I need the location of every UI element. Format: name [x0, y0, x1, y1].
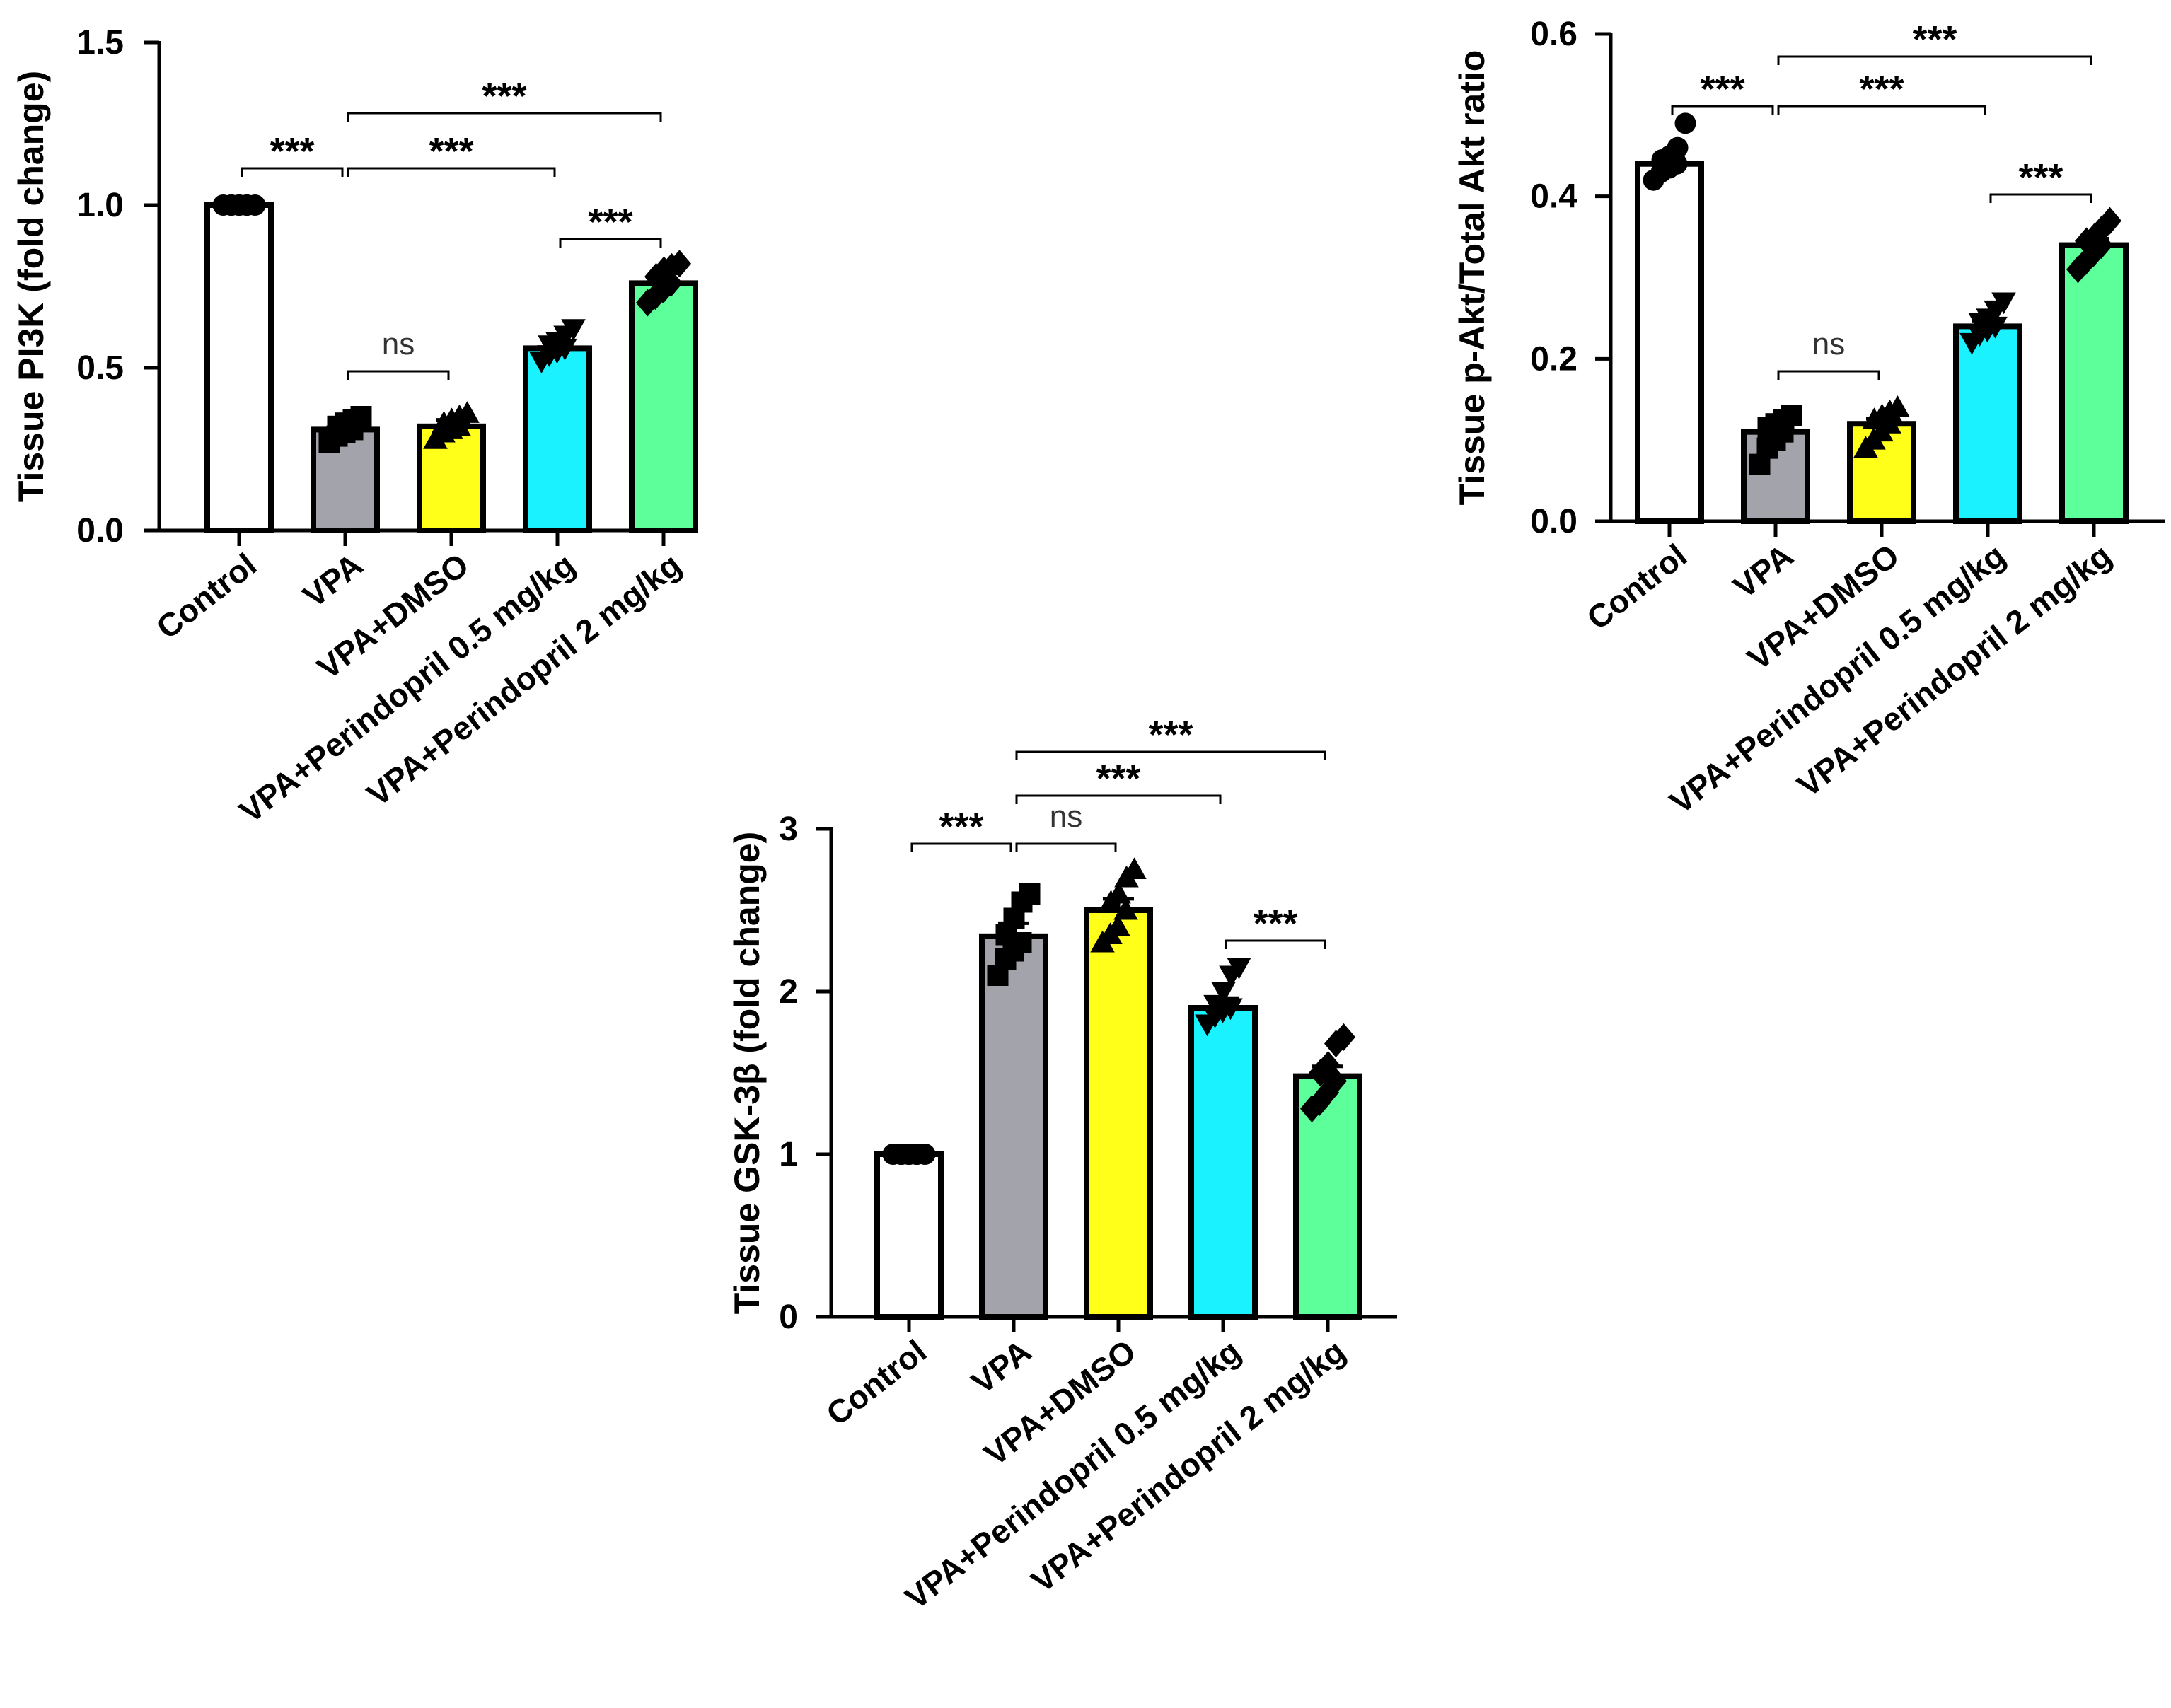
data-point [1218, 998, 1243, 1021]
data-point [1667, 136, 1689, 158]
data-point [1674, 112, 1696, 134]
x-tick-label: VPA [296, 546, 369, 615]
y-tick-label: 2 [779, 973, 798, 1011]
significance-label: *** [1148, 714, 1193, 756]
data-point [1122, 857, 1147, 879]
chart-panel-1: 0.0 0.5 1.0 1.5 Tissue PI3K (fold change) Con… [11, 24, 698, 830]
significance-bracket [1989, 193, 2092, 203]
x-tick-label: Control [819, 1332, 933, 1433]
data-point [455, 401, 480, 423]
y-tick-label: 0.0 [1530, 503, 1577, 540]
significance-label: ns [382, 327, 415, 361]
data-point [1106, 881, 1131, 904]
y-tick-label: 1.0 [76, 187, 124, 224]
y-tick-label: 0.0 [76, 512, 124, 550]
y-tick-label: 3 [779, 811, 798, 848]
bar [1635, 161, 1704, 524]
significance-label: *** [1253, 902, 1297, 945]
data-point [1019, 883, 1041, 905]
bar [979, 933, 1048, 1320]
x-tick-label: Control [149, 546, 263, 646]
y-axis-title: Tissue GSK-3β (fold change) [727, 832, 767, 1314]
bar [1188, 1005, 1258, 1320]
bar [874, 1151, 944, 1320]
x-tick-label: Control [1580, 537, 1694, 637]
significance-bracket [1015, 842, 1117, 852]
significance-label: *** [939, 806, 983, 848]
bar [1084, 907, 1153, 1320]
significance-label: *** [1700, 68, 1744, 110]
bar [523, 345, 592, 533]
significance-bracket [347, 112, 662, 122]
data-point [1227, 958, 1251, 980]
y-tick-label: 0.5 [76, 349, 124, 387]
significance-bracket [347, 167, 556, 177]
significance-bracket [1777, 370, 1880, 380]
significance-label: *** [482, 75, 526, 117]
y-tick-label: 1 [779, 1136, 798, 1173]
y-axis-title: Tissue PI3K (fold change) [11, 71, 51, 502]
chart-panel-3: 0 1 2 3 Tissue GSK-3β (fold change) Control VP… [727, 714, 1397, 1617]
significance-bracket [1671, 105, 1774, 115]
data-point [1211, 982, 1236, 1004]
data-point [1106, 914, 1130, 936]
significance-label: *** [2018, 156, 2063, 199]
bar [1953, 323, 2022, 524]
significance-label: *** [1096, 757, 1140, 800]
bar [2059, 242, 2129, 524]
data-point [1316, 1051, 1340, 1079]
significance-label: ns [1050, 799, 1082, 834]
data-point [1113, 897, 1138, 920]
y-tick-label: 1.5 [76, 24, 124, 62]
data-point [2098, 207, 2121, 235]
data-point [244, 194, 266, 216]
data-point [1332, 1023, 1355, 1051]
bar [204, 202, 274, 533]
significance-bracket [241, 167, 344, 177]
data-point [668, 250, 691, 278]
significance-bracket [347, 370, 450, 380]
x-tick-label: VPA [964, 1332, 1038, 1401]
data-point [1991, 292, 2016, 315]
significance-bracket [910, 842, 1012, 852]
significance-bracket [1015, 794, 1222, 804]
significance-bracket [1015, 750, 1326, 760]
significance-bracket [1225, 939, 1326, 949]
data-point [1781, 405, 1802, 426]
significance-label: *** [1912, 18, 1957, 61]
data-point [1885, 395, 1910, 417]
significance-label: *** [1859, 68, 1904, 110]
y-tick-label: 0.2 [1530, 340, 1577, 378]
significance-label: *** [270, 130, 314, 173]
significance-label: *** [588, 201, 632, 243]
data-point [914, 1144, 936, 1165]
y-tick-label: 0 [779, 1299, 798, 1336]
y-axis-title: Tissue p-Akt/Total Akt ratio [1452, 50, 1492, 506]
y-tick-label: 0.4 [1530, 178, 1577, 216]
data-point [561, 319, 586, 342]
bar [629, 280, 698, 533]
significance-bracket [559, 238, 662, 248]
significance-label: *** [429, 130, 473, 173]
significance-bracket [1777, 55, 2092, 65]
significance-bracket [1777, 105, 1986, 115]
data-point [350, 406, 372, 427]
y-tick-label: 0.6 [1530, 16, 1577, 53]
chart-panel-2: 0.0 0.2 0.4 0.6 Tissue p-Akt/Total Akt ratio… [1452, 16, 2165, 821]
significance-label: ns [1812, 327, 1845, 361]
x-tick-label: VPA [1726, 537, 1800, 605]
